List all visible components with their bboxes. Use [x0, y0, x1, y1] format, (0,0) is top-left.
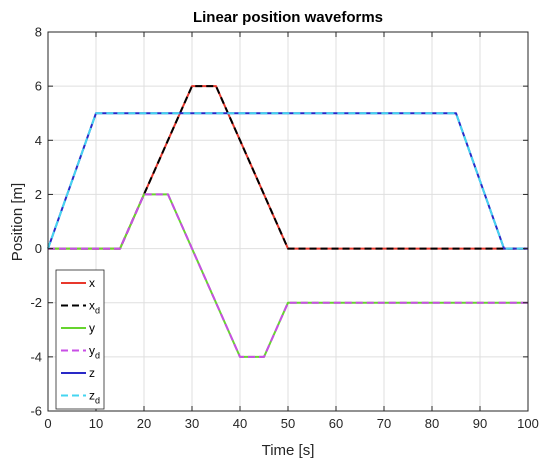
legend-label: yd: [89, 344, 100, 361]
x-tick-label: 30: [185, 416, 199, 431]
x-tick-label: 80: [425, 416, 439, 431]
legend-box: [55, 269, 105, 410]
y-tick-label: 6: [35, 79, 42, 94]
y-tick-label: 0: [35, 241, 42, 256]
series-lines: [47, 85, 528, 358]
y-tick-label: -2: [30, 295, 42, 310]
y-tick-label: 8: [35, 25, 42, 40]
y-axis-title: Position [m]: [9, 183, 26, 261]
y-tick-label: 2: [35, 187, 42, 202]
x-tick-label: 100: [517, 416, 539, 431]
x-axis-title: Time [s]: [262, 442, 315, 459]
legend-label: y: [89, 321, 95, 335]
legend-label: zd: [89, 389, 100, 406]
x-tick-label: 60: [329, 416, 343, 431]
x-tick-label: 20: [137, 416, 151, 431]
legend-label: z: [89, 366, 95, 380]
x-tick-label: 50: [281, 416, 295, 431]
x-tick-label: 0: [44, 416, 51, 431]
y-tick-label: 4: [35, 133, 42, 148]
series-line-y-d: [48, 193, 528, 358]
x-tick-label: 40: [233, 416, 247, 431]
x-tick-label: 70: [377, 416, 391, 431]
x-tick-label: 10: [89, 416, 103, 431]
y-tick-label: -6: [30, 404, 42, 419]
x-tick-label: 90: [473, 416, 487, 431]
legend-label: xd: [89, 299, 100, 316]
chart-title: Linear position waveforms: [193, 9, 383, 26]
legend: x xd y yd z zd: [55, 269, 105, 410]
legend-label: x: [89, 276, 95, 290]
grid: [47, 31, 529, 412]
axis-ticks: 0 10 20 30 40 50 60 70 80 90 100 -6 -4 -2 0 2 4 6 8: [30, 25, 538, 432]
series-line-z-d: [47, 112, 528, 250]
y-tick-label: -4: [30, 349, 42, 364]
